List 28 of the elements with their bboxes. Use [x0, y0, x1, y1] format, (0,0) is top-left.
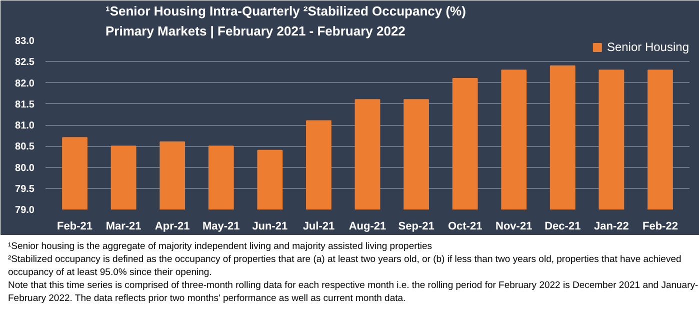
- y-tick-label: 80.5: [15, 142, 35, 153]
- x-tick-label: Sep-21: [398, 220, 434, 232]
- y-tick-label: 83.0: [15, 36, 35, 47]
- x-tick-label: Dec-21: [544, 220, 581, 232]
- y-tick-label: 79.0: [15, 205, 35, 216]
- x-tick-label: Aug-21: [348, 220, 386, 232]
- y-tick-label: 80.0: [15, 162, 35, 174]
- text: ¹Senior housing is the aggregate of majority independent living and majority assisted living properties: [8, 240, 434, 253]
- x-tick-label: Mar-21: [106, 220, 142, 232]
- x-tick-label: Feb-21: [57, 220, 93, 232]
- x-tick-label: Oct-21: [448, 220, 482, 232]
- legend-label: Senior Housing: [606, 40, 689, 54]
- x-tick-label: Feb-22: [642, 220, 678, 232]
- text: ²Stabilized occupancy is defined as the occupancy of properties that are (a) at least two years old, or (b) if less than two years old, properties that have achieved occupancy of at least 95.0% since their opening.: [8, 253, 682, 279]
- text: Note that this time series is comprised of three-month rolling data for each respective month i.e. the rolling period for February 2022 is December 2021 and January-February 2022. The data reflects prior two months' performance as well as current month data.: [8, 279, 699, 305]
- x-tick-label: Nov-21: [496, 220, 532, 232]
- chart-subtitle: Primary Markets | February 2021 - February 2022: [106, 24, 406, 38]
- x-tick-label: Jun-21: [252, 220, 288, 232]
- y-tick-label: 79.5: [15, 184, 35, 195]
- y-tick-label: 81.0: [15, 120, 35, 132]
- x-tick-label: Jan-22: [594, 220, 629, 232]
- x-tick-label: Apr-21: [154, 220, 190, 232]
- y-tick-label: 81.5: [15, 99, 35, 110]
- x-tick-label: May-21: [202, 220, 240, 232]
- y-tick-label: 82.5: [15, 57, 35, 68]
- x-tick-label: Jul-21: [302, 220, 335, 232]
- y-tick-label: 82.0: [15, 78, 35, 90]
- chart-title: ¹Senior Housing Intra-Quarterly ²Stabilized Occupancy (%): [106, 4, 466, 18]
